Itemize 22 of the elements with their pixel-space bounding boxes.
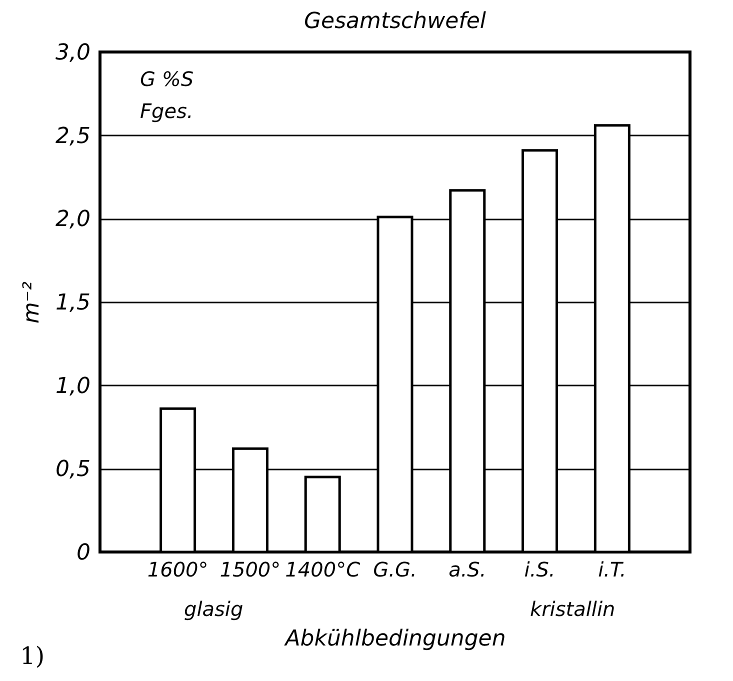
y-tick-label: 2,0	[56, 207, 90, 232]
x-axis-title: Abkühlbedingungen	[283, 626, 506, 652]
text: kristallin	[530, 597, 616, 621]
x-tick-label: i.T.	[598, 558, 626, 582]
x-tick-label: 1500°	[220, 558, 281, 582]
y-tick-label: 0,5	[56, 457, 90, 482]
chart-title: Gesamtschwefel	[304, 9, 486, 34]
y-tick-label: 2,5	[56, 124, 90, 149]
annotation: G %S	[140, 67, 194, 91]
y-tick-label: 0	[76, 540, 90, 566]
y-tick-label: 1,0	[56, 374, 90, 399]
x-tick-label: i.S.	[524, 558, 556, 582]
text: 1)	[20, 642, 45, 670]
y-tick-label: 1,5	[56, 290, 90, 316]
y-axis-title: m⁻²	[20, 281, 45, 324]
annotation: Fges.	[140, 99, 194, 123]
y-tick-label: 3,0	[56, 40, 90, 66]
x-tick-label: 1400°C	[285, 558, 360, 582]
text: glasig	[184, 597, 244, 621]
x-tick-label: a.S.	[448, 558, 486, 582]
x-tick-label: 1600°	[147, 558, 208, 582]
x-tick-label: G.G.	[373, 558, 417, 582]
